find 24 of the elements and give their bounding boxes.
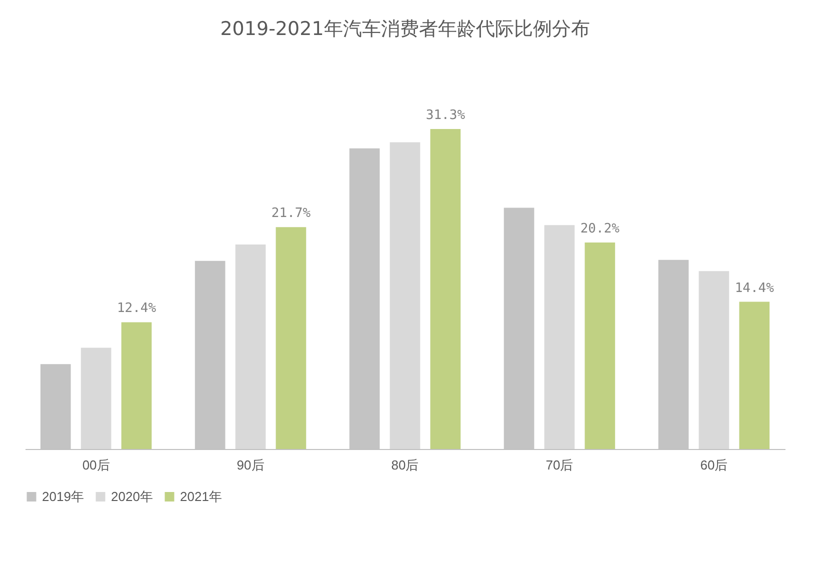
- legend-label: 2019年: [42, 488, 84, 504]
- bar: [80, 348, 112, 449]
- chart-title: 2019-2021年汽车消费者年龄代际比例分布: [220, 18, 590, 40]
- data-label: 14.4%: [734, 280, 774, 296]
- x-tick-label: 70后: [546, 458, 574, 472]
- bar: [698, 271, 730, 449]
- data-label: 20.2%: [580, 221, 620, 236]
- bar: [544, 225, 575, 449]
- data-label: 21.7%: [271, 206, 311, 222]
- bar: [430, 129, 461, 449]
- x-tick-label: 90后: [236, 458, 264, 472]
- data-label: 12.4%: [116, 301, 156, 316]
- x-tick-label: 60后: [700, 458, 728, 472]
- bar: [276, 227, 306, 449]
- bar: [390, 142, 420, 449]
- x-tick-label: 80后: [391, 458, 419, 472]
- data-label: 31.3%: [426, 108, 466, 123]
- x-tick-label: 00后: [82, 458, 110, 472]
- bar: [584, 242, 616, 449]
- bar: [739, 302, 770, 449]
- legend-label: 2020年: [111, 488, 153, 504]
- bar: [235, 244, 266, 449]
- bar: [121, 322, 152, 449]
- legend-label: 2021年: [180, 488, 222, 504]
